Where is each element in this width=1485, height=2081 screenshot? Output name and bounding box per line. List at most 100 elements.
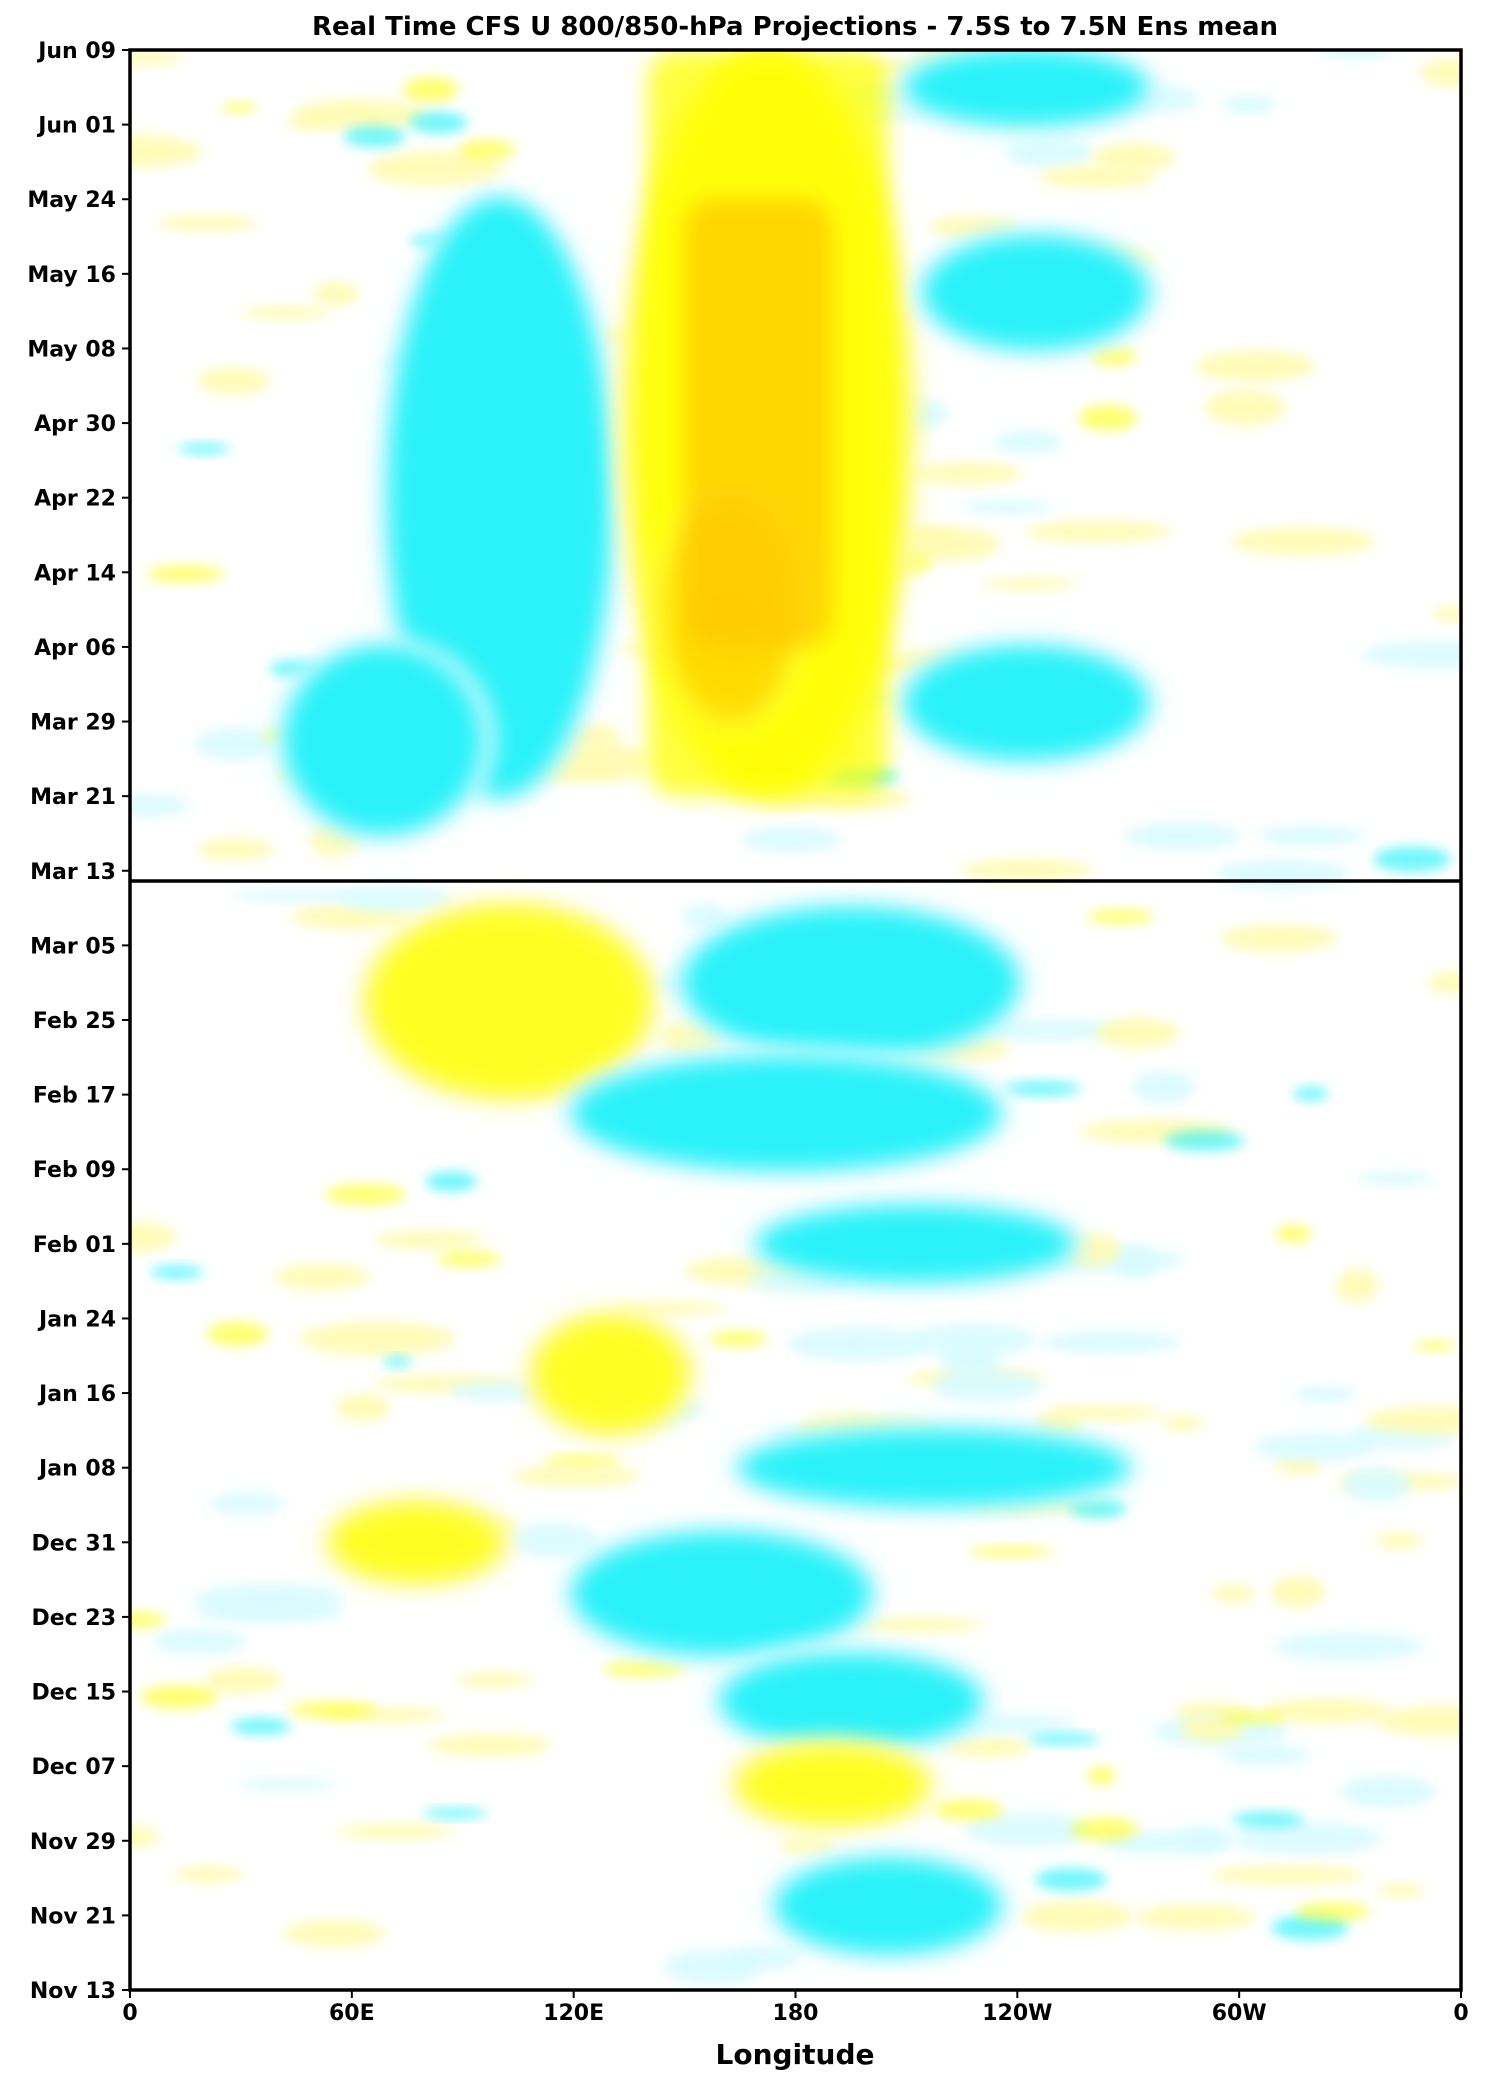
anomaly-streak	[232, 889, 373, 902]
anomaly-core	[684, 908, 1018, 1058]
y-tick-label: Feb 01	[33, 1233, 116, 1258]
anomaly-streak	[194, 1599, 345, 1624]
anomaly-streak	[981, 577, 1078, 590]
anomaly-streak	[1233, 1821, 1381, 1856]
anomaly-core	[370, 908, 648, 1095]
anomaly-speckle	[206, 1321, 269, 1347]
anomaly-speckle	[933, 1799, 1004, 1821]
anomaly-speckle	[1219, 1711, 1285, 1724]
y-tick-label: May 08	[27, 337, 116, 362]
anomaly-speckle	[178, 443, 230, 455]
anomaly-speckle	[1070, 1817, 1139, 1841]
y-tick-label: Feb 09	[33, 1158, 116, 1183]
y-tick-label: Dec 23	[32, 1606, 117, 1631]
anomaly-streak	[428, 1733, 552, 1757]
x-axis-ticks: 0 60E 120E 180 120W 60W 0	[122, 1990, 1469, 2026]
y-tick-label: Jan 08	[37, 1457, 116, 1482]
anomaly-streak	[1294, 1385, 1356, 1403]
anomaly-speckle	[543, 1454, 623, 1465]
anomaly-speckle	[1373, 846, 1451, 872]
anomaly-streak	[1124, 822, 1243, 851]
anomaly-streak	[1098, 1831, 1231, 1854]
anomaly-streak	[932, 1368, 1042, 1403]
y-tick-label: Jun 09	[36, 39, 116, 64]
anomaly-speckle	[458, 140, 517, 159]
anomaly-speckle	[1087, 1766, 1116, 1786]
anomaly-core	[285, 646, 482, 834]
anomaly-streak	[274, 1263, 370, 1290]
anomaly-streak	[336, 1823, 455, 1840]
anomaly-streak	[1114, 1245, 1157, 1278]
anomaly-speckle	[1027, 1733, 1100, 1746]
y-tick-label: Jan 16	[37, 1382, 116, 1407]
anomaly-streak	[238, 1778, 337, 1791]
anomaly-streak	[1231, 527, 1376, 556]
anomaly-streak	[1273, 1632, 1424, 1661]
anomaly-speckle	[437, 1251, 502, 1267]
anomaly-streak	[1375, 1532, 1424, 1549]
y-tick-label: Dec 15	[32, 1681, 117, 1706]
anomaly-streak	[1364, 1405, 1461, 1435]
x-tick-label: 120E	[543, 2001, 604, 2026]
anomaly-streak	[960, 859, 1094, 881]
anomaly-speckle	[325, 1183, 407, 1206]
anomaly-speckle	[967, 1546, 1054, 1557]
anomaly-speckle	[230, 1718, 291, 1735]
anomaly-streak	[1050, 1405, 1163, 1421]
anomaly-streak	[1262, 1698, 1390, 1724]
anomaly-streak	[152, 1628, 247, 1655]
anomaly-streak	[1374, 1705, 1461, 1737]
anomaly-streak	[512, 1464, 640, 1487]
anomaly-speckle	[150, 1265, 204, 1279]
x-tick-label: 120W	[982, 2001, 1052, 2026]
anomaly-core	[740, 1747, 925, 1823]
anomaly-streak	[993, 430, 1063, 454]
y-tick-label: Apr 30	[34, 412, 116, 437]
anomaly-streak	[908, 1323, 1037, 1357]
anomaly-speckle	[130, 1611, 167, 1629]
anomaly-streak	[1428, 971, 1461, 994]
y-tick-label: Apr 06	[34, 636, 116, 661]
anomaly-streak	[1195, 350, 1315, 382]
anomaly-field	[130, 50, 1461, 1985]
anomaly-core	[573, 1532, 870, 1655]
x-tick-label: 0	[1453, 2001, 1468, 2026]
anomaly-streak	[130, 1221, 176, 1253]
anomaly-speckle	[1275, 1225, 1312, 1243]
anomaly-speckle	[423, 1808, 488, 1819]
anomaly-streak	[209, 1492, 285, 1515]
anomaly-streak	[1020, 1900, 1134, 1932]
anomaly-core	[388, 199, 611, 797]
anomaly-streak	[173, 1866, 244, 1883]
anomaly-streak	[204, 1666, 282, 1694]
anomaly-core	[536, 1318, 685, 1431]
y-tick-label: Mar 29	[30, 711, 116, 736]
anomaly-speckle	[603, 1660, 686, 1677]
anomaly-band	[684, 199, 833, 647]
anomaly-streak	[1161, 1415, 1204, 1431]
x-tick-label: 60E	[329, 2001, 375, 2026]
anomaly-core	[740, 1430, 1129, 1505]
y-tick-label: Apr 22	[34, 487, 116, 512]
anomaly-streak	[299, 1322, 456, 1356]
anomaly-streak	[970, 1018, 1124, 1041]
anomaly-streak	[852, 1617, 983, 1633]
anomaly-core	[906, 50, 1147, 125]
anomaly-streak	[197, 367, 271, 395]
anomaly-streak	[1136, 1904, 1256, 1931]
y-tick-label: Nov 21	[30, 1904, 116, 1929]
y-tick-label: Nov 13	[30, 1979, 116, 2004]
anomaly-streak	[1210, 1865, 1366, 1885]
anomaly-streak	[130, 50, 183, 66]
anomaly-streak	[1419, 58, 1461, 87]
anomaly-streak	[1096, 1018, 1180, 1049]
y-tick-label: May 16	[27, 263, 116, 288]
anomaly-core	[906, 646, 1147, 759]
anomaly-streak	[941, 1343, 1000, 1379]
x-axis-title: Longitude	[715, 2038, 874, 2071]
anomaly-streak	[1220, 1744, 1310, 1766]
anomaly-speckle	[402, 76, 459, 103]
anomaly-speckle	[140, 1684, 219, 1709]
anomaly-streak	[130, 794, 191, 817]
